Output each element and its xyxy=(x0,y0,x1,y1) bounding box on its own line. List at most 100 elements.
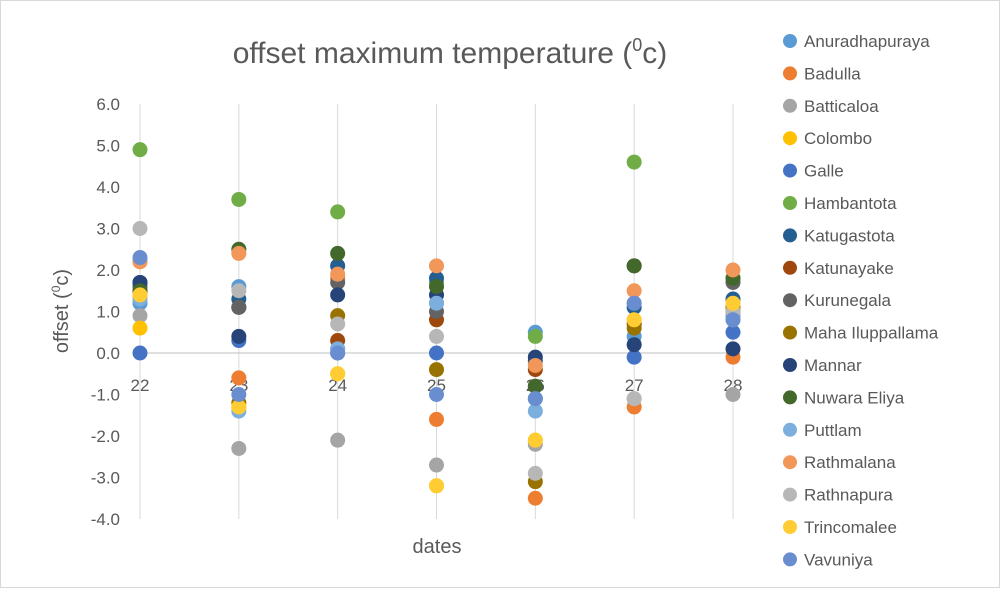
data-point-batticaloa xyxy=(330,432,346,448)
data-point-galle xyxy=(725,324,741,340)
legend-label: Anuradhapuraya xyxy=(804,32,930,51)
data-point-mannar xyxy=(725,341,741,357)
data-point-nuwara-eliya xyxy=(330,245,346,261)
data-point-badulla xyxy=(429,411,444,427)
data-point-trincomalee xyxy=(330,366,346,382)
legend-label: Rathnapura xyxy=(804,486,893,505)
legend-label: Katunayake xyxy=(804,259,894,278)
data-point-rathnapura xyxy=(231,283,247,299)
data-point-batticaloa xyxy=(725,387,741,402)
data-point-puttlam xyxy=(527,403,543,419)
data-point-mannar xyxy=(626,337,642,353)
data-point-batticaloa xyxy=(132,308,148,324)
legend-marker xyxy=(783,66,797,81)
data-point-batticaloa xyxy=(231,440,247,456)
legend-label: Trincomalee xyxy=(804,518,897,537)
data-point-galle xyxy=(429,345,444,361)
y-tick-label: -3.0 xyxy=(91,469,120,488)
data-point-vavuniya xyxy=(231,387,247,402)
y-tick-label: 5.0 xyxy=(96,137,120,156)
data-point-trincomalee xyxy=(231,399,247,415)
legend-marker xyxy=(783,228,797,243)
y-tick-label: 2.0 xyxy=(96,261,120,280)
y-tick-label: -2.0 xyxy=(91,427,120,446)
chart-title: offset maximum temperature (0c) xyxy=(233,35,668,70)
legend-label: Maha Iluppallama xyxy=(804,324,939,343)
legend-label: Nuwara Eliya xyxy=(804,388,905,407)
data-point-galle xyxy=(132,345,148,361)
y-axis-label: offset (0c) xyxy=(49,269,73,353)
data-point-vavuniya xyxy=(330,345,346,361)
data-point-rathmalana xyxy=(725,262,741,278)
data-point-mannar xyxy=(231,328,247,344)
data-point-trincomalee xyxy=(527,432,543,448)
legend-label: Galle xyxy=(804,162,844,181)
data-point-batticaloa xyxy=(429,457,444,473)
legend-marker xyxy=(783,520,797,534)
data-point-hambantota xyxy=(231,191,247,207)
legend-label: Batticaloa xyxy=(804,97,879,116)
legend-label: Badulla xyxy=(804,64,861,83)
data-point-rathmalana xyxy=(429,258,444,274)
data-point-vavuniya xyxy=(429,387,444,402)
data-point-nuwara-eliya xyxy=(429,279,444,295)
legend-marker xyxy=(783,98,797,113)
legend-label: Kurunegala xyxy=(804,291,892,310)
legend-marker xyxy=(783,293,797,308)
legend-marker xyxy=(783,455,797,470)
data-point-kurunegala xyxy=(231,299,247,315)
legend-label: Puttlam xyxy=(804,421,862,440)
legend-marker xyxy=(783,422,797,437)
x-tick-label: 24 xyxy=(328,376,347,395)
legend-marker xyxy=(783,552,797,567)
legend-marker xyxy=(783,260,797,275)
legend-label: Vavuniya xyxy=(804,550,873,569)
data-point-puttlam xyxy=(429,295,444,311)
legend-marker xyxy=(783,390,797,405)
data-point-vavuniya xyxy=(725,312,741,328)
legend-label: Colombo xyxy=(804,129,872,148)
data-point-trincomalee xyxy=(132,287,148,303)
data-point-nuwara-eliya xyxy=(626,258,642,274)
legend-label: Katugastota xyxy=(804,226,895,245)
legend-label: Mannar xyxy=(804,356,862,375)
data-points xyxy=(132,142,741,506)
data-point-vavuniya xyxy=(132,250,148,266)
x-axis-label: dates xyxy=(413,536,462,558)
data-point-rathmalana xyxy=(626,283,642,299)
data-point-hambantota xyxy=(132,142,148,158)
data-point-colombo xyxy=(132,320,148,336)
y-tick-label: 1.0 xyxy=(96,303,120,322)
data-point-rathnapura xyxy=(527,465,543,481)
y-tick-label: -4.0 xyxy=(91,510,120,529)
legend: Anuradhapuraya Badulla Batticaloa Colombo Ga… xyxy=(783,32,939,569)
data-point-trincomalee xyxy=(429,478,444,494)
data-point-maha-iluppallama xyxy=(429,362,444,378)
data-point-hambantota xyxy=(330,204,346,220)
legend-marker xyxy=(783,131,797,146)
x-tick-label: 22 xyxy=(131,376,150,395)
data-point-vavuniya xyxy=(527,391,543,407)
legend-marker xyxy=(783,487,797,502)
y-tick-label: 0.0 xyxy=(96,344,120,363)
data-point-mannar xyxy=(330,287,346,303)
data-point-trincomalee xyxy=(626,312,642,328)
legend-marker xyxy=(783,163,797,178)
legend-label: Hambantota xyxy=(804,194,897,213)
legend-label: Rathmalana xyxy=(804,453,896,472)
data-point-rathnapura xyxy=(626,391,642,407)
data-point-rathnapura xyxy=(330,316,346,332)
data-point-rathnapura xyxy=(132,221,148,236)
legend-marker xyxy=(783,358,797,372)
data-point-hambantota xyxy=(626,154,642,170)
legend-marker xyxy=(783,196,797,210)
data-point-badulla xyxy=(527,490,543,506)
y-tick-label: 6.0 xyxy=(96,95,120,114)
data-point-nuwara-eliya xyxy=(527,378,543,394)
data-point-hambantota xyxy=(527,328,543,344)
x-tick-label: 27 xyxy=(625,376,644,395)
data-point-rathmalana xyxy=(231,245,247,261)
y-tick-label: 3.0 xyxy=(96,220,120,239)
data-point-rathnapura xyxy=(429,328,444,344)
